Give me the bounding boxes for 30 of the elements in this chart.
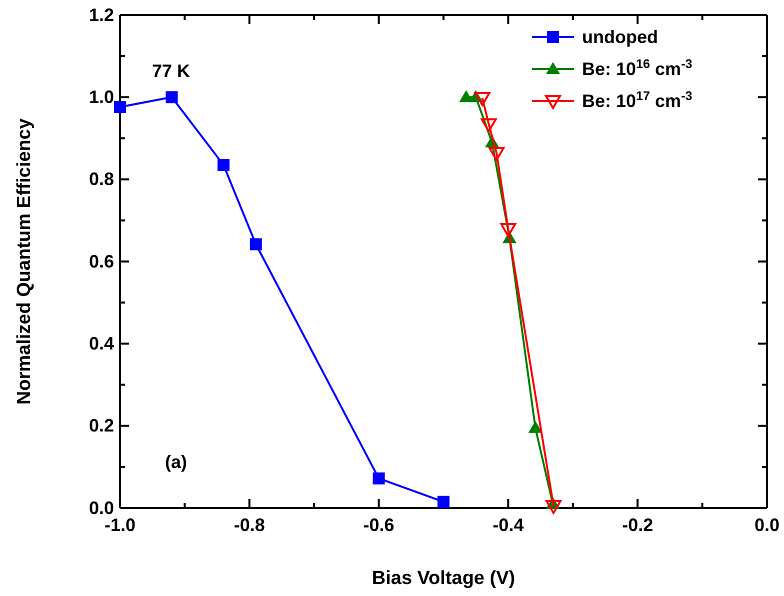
point <box>114 101 126 114</box>
y-tick-label: 0.2 <box>88 416 114 436</box>
y-tick-label: 0.4 <box>88 333 114 354</box>
y-axis-title: Normalized Quantum Efficiency <box>14 118 35 405</box>
point <box>480 118 497 132</box>
x-tick-label: -0.8 <box>234 514 265 535</box>
point <box>438 496 450 508</box>
point <box>500 223 516 238</box>
point <box>474 92 490 106</box>
point <box>545 500 562 514</box>
annotation: (a) <box>165 452 188 472</box>
point <box>488 147 505 162</box>
x-tick-label: 0.0 <box>754 514 780 535</box>
point <box>166 91 178 104</box>
point <box>528 420 542 433</box>
y-tick-label: 1.2 <box>88 4 114 25</box>
y-tick-label: 1.0 <box>88 86 114 107</box>
legend-label: Be: 10$^{17}$ cm$^{-3}$ <box>582 89 692 111</box>
x-tick-label: -0.4 <box>492 514 524 535</box>
x-tick-label: -0.2 <box>622 514 654 535</box>
point <box>218 158 230 171</box>
y-tick-label: 0.8 <box>88 169 114 190</box>
point <box>372 472 385 484</box>
point <box>250 238 262 250</box>
legend-label: Be: 10$^{16}$ cm$^{-3}$ <box>582 57 692 79</box>
legend-label: undoped <box>582 27 658 47</box>
y-tick-label: 0.6 <box>88 251 114 272</box>
x-tick-label: -0.6 <box>363 514 394 535</box>
x-axis-title: Bias Voltage (V) <box>372 568 516 589</box>
annotation: 77 K <box>152 61 190 81</box>
